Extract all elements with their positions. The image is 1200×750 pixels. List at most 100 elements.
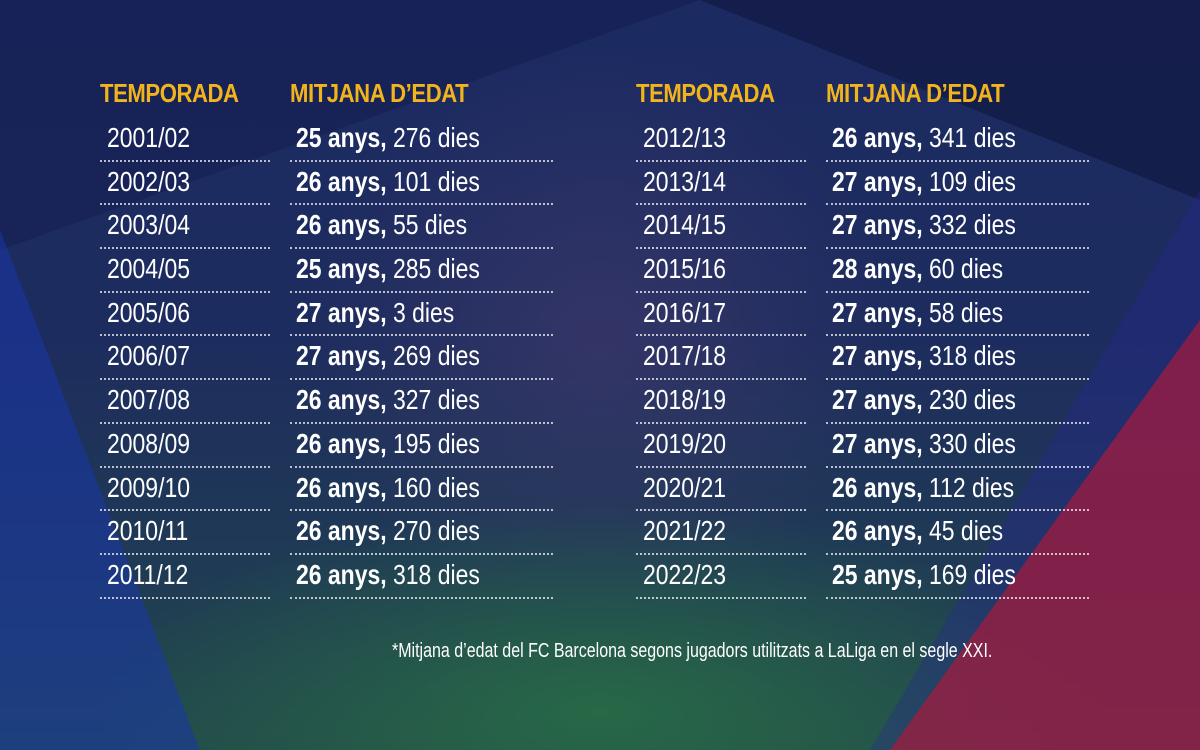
age-days: 270 dies	[393, 515, 480, 547]
dotted-divider	[100, 334, 270, 337]
dotted-divider	[100, 465, 270, 468]
age-years: 27 anys,	[832, 209, 923, 241]
dotted-divider	[826, 509, 1089, 512]
header-season: TEMPORADA	[636, 78, 775, 108]
average-age-cell: 26 anys, 318 dies	[296, 557, 480, 593]
age-years: 26 anys,	[832, 122, 923, 153]
age-days: 112 dies	[929, 471, 1015, 503]
season-cell: 2007/08	[107, 384, 190, 416]
dotted-divider	[290, 421, 553, 424]
season-cell: 2020/21	[643, 471, 726, 503]
age-years: 25 anys,	[296, 122, 387, 153]
age-years: 26 anys,	[296, 558, 387, 590]
corner-shape-bottom-left	[0, 230, 200, 750]
age-years: 27 anys,	[832, 427, 923, 459]
table-row: 2022/23 25 anys, 169 dies	[636, 555, 1091, 599]
table-row: 2012/13 26 anys, 341 dies	[636, 118, 1091, 162]
season-cell: 2004/05	[107, 253, 190, 285]
average-age-cell: 26 anys, 195 dies	[296, 426, 480, 462]
dotted-divider	[826, 247, 1089, 250]
age-years: 26 anys,	[832, 471, 923, 503]
age-days: 341 dies	[929, 122, 1016, 153]
age-days: 285 dies	[393, 253, 480, 285]
table-row: 2003/04 26 anys, 55 dies	[100, 205, 555, 250]
average-age-cell: 25 anys, 276 dies	[296, 120, 480, 156]
age-years: 26 anys,	[296, 471, 387, 503]
dotted-divider	[636, 378, 806, 381]
dotted-divider	[636, 421, 806, 424]
age-years: 26 anys,	[296, 165, 387, 197]
average-age-cell: 25 anys, 285 dies	[296, 251, 480, 287]
season-cell: 2014/15	[643, 209, 726, 241]
table-row: 2018/19 27 anys, 230 dies	[636, 380, 1091, 424]
average-age-cell: 25 anys, 169 dies	[832, 557, 1016, 593]
dotted-divider	[100, 596, 270, 599]
age-days: 55 dies	[393, 209, 468, 241]
header-average-age: MITJANA D’EDAT	[290, 78, 469, 108]
dotted-divider	[636, 509, 806, 512]
season-cell: 2012/13	[643, 122, 726, 153]
dotted-divider	[100, 247, 270, 250]
table-row: 2009/10 26 anys, 160 dies	[100, 468, 555, 512]
table-row: 2021/22 26 anys, 45 dies	[636, 511, 1091, 555]
age-days: 327 dies	[393, 384, 480, 416]
age-days: 169 dies	[929, 558, 1016, 590]
age-days: 318 dies	[929, 340, 1016, 372]
dotted-divider	[100, 159, 270, 162]
dotted-divider	[636, 203, 806, 206]
dotted-divider	[636, 334, 806, 337]
dotted-divider	[290, 159, 553, 162]
season-cell: 2018/19	[643, 384, 726, 416]
footnote: *Mitjana d’edat del FC Barcelona segons …	[392, 640, 993, 662]
average-age-cell: 26 anys, 112 dies	[832, 470, 1014, 506]
dotted-divider	[826, 552, 1089, 555]
season-cell: 2022/23	[643, 558, 726, 590]
season-cell: 2019/20	[643, 427, 726, 459]
table-row: 2011/12 26 anys, 318 dies	[100, 555, 555, 599]
dotted-divider	[636, 290, 806, 293]
average-age-cell: 28 anys, 60 dies	[832, 251, 1003, 287]
average-age-cell: 27 anys, 230 dies	[832, 382, 1016, 418]
table-row: 2014/15 27 anys, 332 dies	[636, 205, 1091, 250]
table-row: 2015/16 28 anys, 60 dies	[636, 249, 1091, 293]
season-cell: 2016/17	[643, 296, 726, 328]
table-row: 2013/14 27 anys, 109 dies	[636, 162, 1091, 206]
age-days: 3 dies	[393, 296, 455, 328]
dotted-divider	[100, 509, 270, 512]
dotted-divider	[826, 290, 1089, 293]
dotted-divider	[290, 203, 553, 206]
dotted-divider	[290, 378, 553, 381]
dotted-divider	[290, 465, 553, 468]
corner-shape-top-right	[700, 0, 1200, 200]
average-age-cell: 26 anys, 101 dies	[296, 164, 480, 200]
season-cell: 2011/12	[107, 558, 189, 590]
average-age-cell: 27 anys, 318 dies	[832, 338, 1016, 374]
dotted-divider	[826, 465, 1089, 468]
average-age-cell: 26 anys, 55 dies	[296, 207, 467, 243]
table-row: 2010/11 26 anys, 270 dies	[100, 511, 555, 555]
age-days: 269 dies	[393, 340, 480, 372]
dotted-divider	[826, 159, 1089, 162]
age-years: 25 anys,	[832, 558, 923, 590]
dotted-divider	[826, 596, 1089, 599]
age-years: 26 anys,	[296, 515, 387, 547]
table-rows: 2001/02 25 anys, 276 dies 2002/03 26 anys, …	[100, 118, 555, 599]
age-years: 27 anys,	[832, 384, 923, 416]
season-cell: 2015/16	[643, 253, 726, 285]
table-row: 2001/02 25 anys, 276 dies	[100, 118, 555, 162]
dotted-divider	[826, 421, 1089, 424]
dotted-divider	[100, 290, 270, 293]
average-age-cell: 26 anys, 341 dies	[832, 120, 1016, 156]
average-age-cell: 27 anys, 332 dies	[832, 207, 1016, 243]
dotted-divider	[636, 552, 806, 555]
age-days: 160 dies	[393, 471, 480, 503]
age-days: 101 dies	[393, 165, 480, 197]
dotted-divider	[290, 247, 553, 250]
season-cell: 2017/18	[643, 340, 726, 372]
table-row: 2020/21 26 anys, 112 dies	[636, 468, 1091, 512]
table-row: 2019/20 27 anys, 330 dies	[636, 424, 1091, 468]
table-rows: 2012/13 26 anys, 341 dies 2013/14 27 anys, …	[636, 118, 1091, 599]
table-row: 2016/17 27 anys, 58 dies	[636, 293, 1091, 337]
age-days: 330 dies	[929, 427, 1016, 459]
dotted-divider	[636, 247, 806, 250]
